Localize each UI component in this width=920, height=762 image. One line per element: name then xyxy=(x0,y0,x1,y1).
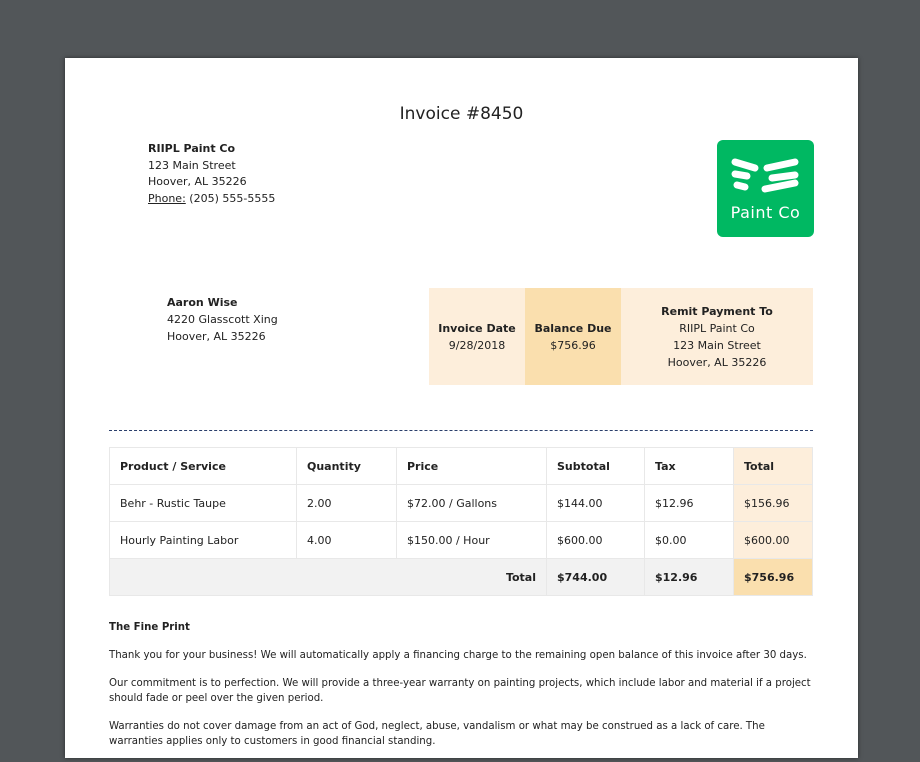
table-row: Behr - Rustic Taupe 2.00 $72.00 / Gallon… xyxy=(109,484,813,522)
header-product: Product / Service xyxy=(109,447,297,485)
header-subtotal: Subtotal xyxy=(546,447,645,485)
totals-tax: $12.96 xyxy=(644,558,734,596)
table-row: Hourly Painting Labor 4.00 $150.00 / Hou… xyxy=(109,521,813,559)
fine-print-heading: The Fine Print xyxy=(109,622,190,633)
table-header: Product / Service Quantity Price Subtota… xyxy=(109,447,813,485)
fine-print-paragraph: Our commitment is to perfection. We will… xyxy=(109,678,811,704)
remit-name: RIIPL Paint Co xyxy=(679,321,755,335)
fine-print-paragraph: Thank you for your business! We will aut… xyxy=(109,650,807,661)
cell-subtotal: $600.00 xyxy=(546,521,645,559)
company-address: RIIPL Paint Co 123 Main Street Hoover, A… xyxy=(148,141,275,208)
cell-subtotal: $144.00 xyxy=(546,484,645,522)
line-items-table: Product / Service Quantity Price Subtota… xyxy=(109,447,813,596)
divider xyxy=(109,430,813,431)
remit-label: Remit Payment To xyxy=(661,304,773,318)
invoice-date: 9/28/2018 xyxy=(448,338,506,352)
cell-price: $150.00 / Hour xyxy=(396,521,547,559)
header-total: Total xyxy=(733,447,813,485)
remit-city: Hoover, AL 35226 xyxy=(667,355,767,369)
invoice-title: Invoice #8450 xyxy=(399,104,524,124)
company-name: RIIPL Paint Co xyxy=(148,142,236,155)
cell-tax: $0.00 xyxy=(644,521,734,559)
totals-total: $756.96 xyxy=(733,558,813,596)
cell-quantity: 4.00 xyxy=(296,521,397,559)
header-quantity: Quantity xyxy=(296,447,397,485)
phone-label: Phone: xyxy=(148,192,186,206)
logo-text: Paint Co xyxy=(730,203,801,222)
invoice-date-label: Invoice Date xyxy=(438,321,516,335)
invoice-summary: Invoice Date 9/28/2018 Balance Due $756.96… xyxy=(429,288,813,385)
cell-product: Hourly Painting Labor xyxy=(109,521,297,559)
remit-street: 123 Main Street xyxy=(673,338,761,352)
customer-street: 4220 Glasscott Xing xyxy=(167,313,278,326)
cell-total: $600.00 xyxy=(733,521,813,559)
company-street: 123 Main Street xyxy=(148,158,236,172)
company-logo: Paint Co xyxy=(717,140,814,237)
balance-due-label: Balance Due xyxy=(534,321,612,335)
totals-row: Total $744.00 $12.96 $756.96 xyxy=(109,558,813,596)
bill-to: Aaron Wise 4220 Glasscott Xing Hoover, A… xyxy=(167,294,278,345)
header-price: Price xyxy=(396,447,547,485)
fine-print: The Fine Print Thank you for your busine… xyxy=(109,620,819,762)
totals-subtotal: $744.00 xyxy=(546,558,645,596)
cell-price: $72.00 / Gallons xyxy=(396,484,547,522)
cell-tax: $12.96 xyxy=(644,484,734,522)
header-tax: Tax xyxy=(644,447,734,485)
totals-label: Total xyxy=(109,558,547,596)
company-city: Hoover, AL 35226 xyxy=(148,175,247,189)
fine-print-paragraph: Warranties do not cover damage from an a… xyxy=(109,721,765,747)
customer-city: Hoover, AL 35226 xyxy=(167,330,266,343)
paint-stroke-icon xyxy=(731,158,799,193)
cell-quantity: 2.00 xyxy=(296,484,397,522)
company-phone: (205) 555-5555 xyxy=(189,192,276,206)
balance-due: $756.96 xyxy=(550,338,596,352)
cell-product: Behr - Rustic Taupe xyxy=(109,484,297,522)
customer-name: Aaron Wise xyxy=(167,296,238,309)
invoice-page: Invoice #8450 RIIPL Paint Co 123 Main St… xyxy=(65,58,858,758)
cell-total: $156.96 xyxy=(733,484,813,522)
